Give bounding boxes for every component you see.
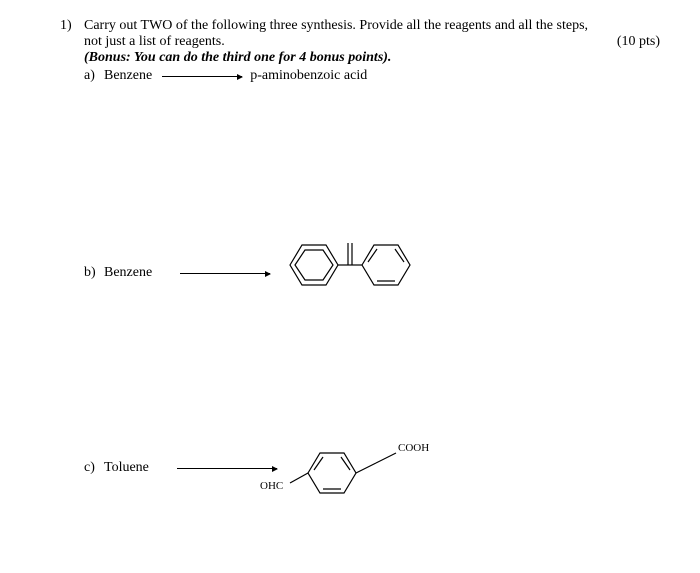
points-label: (10 pts): [617, 34, 660, 50]
part-a-start: Benzene: [104, 68, 152, 84]
prompt-line-2: not just a list of reagents.: [84, 34, 225, 50]
part-b-start: Benzene: [104, 265, 152, 281]
part-a-label: a): [84, 68, 104, 84]
part-c-label: c): [84, 460, 104, 476]
part-c-start: Toluene: [104, 460, 149, 476]
part-b-label: b): [84, 265, 104, 281]
prompt-line-2-row: not just a list of reagents. (10 pts): [84, 34, 660, 50]
bonus-line: (Bonus: You can do the third one for 4 b…: [84, 50, 660, 66]
toluene-product-structure: COOH OHC: [258, 428, 448, 523]
benzophenone-structure: [270, 225, 420, 310]
prompt-line-1: Carry out TWO of the following three syn…: [84, 18, 588, 34]
ohc-label: OHC: [260, 480, 283, 492]
question-body: Carry out TWO of the following three syn…: [84, 18, 660, 84]
question-number: 1): [60, 18, 84, 34]
arrow-icon: [162, 76, 242, 77]
part-b: b) Benzene: [84, 265, 270, 281]
arrow-icon: [180, 273, 270, 274]
question-header: 1) Carry out TWO of the following three …: [60, 18, 660, 84]
prompt-line-1-row: Carry out TWO of the following three syn…: [84, 18, 660, 34]
part-a-product: p-aminobenzoic acid: [250, 68, 367, 84]
part-c: c) Toluene: [84, 460, 277, 476]
part-a: a) Benzene p-aminobenzoic acid: [84, 68, 660, 84]
cooh-label: COOH: [398, 442, 429, 454]
